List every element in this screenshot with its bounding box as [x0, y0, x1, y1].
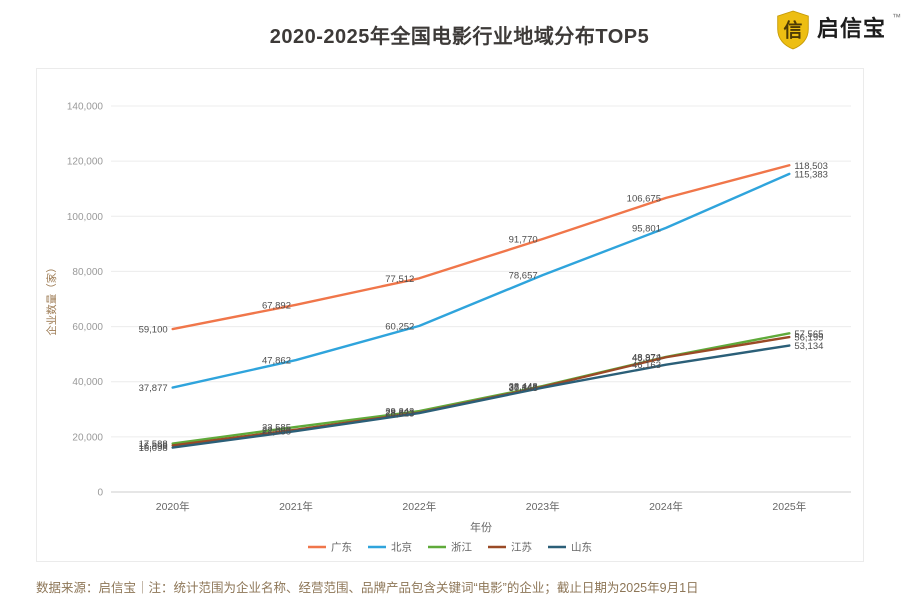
- data-label: 23,585: [262, 422, 291, 433]
- data-label: 57,565: [794, 329, 823, 340]
- footer-note: 数据来源：启信宝｜注：统计范围为企业名称、经营范围、品牌产品包含关键词“电影”的…: [36, 581, 699, 595]
- brand-logo: 信 启信宝 ™: [775, 10, 901, 50]
- data-label: 91,770: [509, 234, 538, 245]
- data-label: 95,801: [632, 223, 661, 234]
- data-label: 48,974: [632, 352, 661, 363]
- data-label: 22,606: [262, 425, 291, 436]
- y-tick-label: 80,000: [72, 267, 103, 278]
- data-label: 118,503: [794, 161, 828, 172]
- data-label: 59,100: [139, 325, 168, 336]
- data-label: 28,623: [385, 409, 414, 420]
- x-tick-label: 2021年: [279, 500, 313, 513]
- data-label: 38,141: [509, 382, 538, 393]
- legend-label: 广东: [331, 541, 352, 554]
- data-label: 60,252: [385, 321, 414, 332]
- data-label: 67,892: [262, 300, 291, 311]
- line-chart: 0 20,000 40,000 60,000 80,000 100,000 120,000 1…: [45, 102, 851, 554]
- x-tick-label: 2022年: [402, 500, 436, 513]
- data-label: 37,877: [139, 383, 168, 394]
- data-label: 28,823: [385, 408, 414, 419]
- page-title: 2020-2025年全国电影行业地域分布TOP5: [269, 26, 650, 48]
- y-tick-label: 40,000: [72, 377, 103, 388]
- y-tick-label: 100,000: [67, 212, 104, 223]
- legend-label: 江苏: [511, 541, 532, 554]
- y-tick-label: 20,000: [72, 432, 103, 443]
- x-tick-label: 2020年: [156, 500, 190, 513]
- brand-name: 启信宝: [816, 16, 886, 41]
- legend-label: 山东: [571, 541, 592, 554]
- x-tick-label: 2023年: [526, 500, 560, 513]
- data-label: 16,098: [139, 443, 168, 454]
- data-label: 53,134: [794, 341, 823, 352]
- legend-item-北京[interactable]: 北京: [368, 541, 412, 554]
- series-line-广东: [171, 164, 791, 331]
- data-label: 29,343: [385, 407, 414, 418]
- data-label: 78,657: [509, 271, 538, 282]
- x-tick-label: 2025年: [772, 500, 806, 513]
- y-axis-title: 企业数量（家）: [45, 262, 58, 336]
- x-axis-title: 年份: [470, 520, 492, 534]
- data-label: 56,199: [794, 333, 823, 344]
- legend-item-江苏[interactable]: 江苏: [488, 541, 532, 554]
- data-label: 16,898: [139, 441, 168, 452]
- data-label: 77,512: [385, 274, 414, 285]
- data-label: 115,383: [794, 169, 828, 180]
- series-line-北京: [171, 172, 791, 389]
- y-tick-label: 0: [97, 488, 103, 499]
- y-tick-label: 120,000: [67, 157, 104, 168]
- chart-panel: 0 20,000 40,000 60,000 80,000 100,000 120,000 1…: [36, 68, 864, 562]
- data-label: 47,862: [262, 356, 291, 367]
- data-label: 38,448: [509, 381, 538, 392]
- legend-label: 浙江: [451, 542, 472, 554]
- brand-shield-icon: 信: [777, 10, 809, 50]
- brand-trademark: ™: [892, 12, 901, 22]
- legend-item-山东[interactable]: 山东: [548, 541, 592, 554]
- data-label: 22,088: [262, 427, 291, 438]
- legend-label: 北京: [391, 541, 412, 554]
- data-label: 17,588: [139, 439, 168, 450]
- y-tick-label: 60,000: [72, 322, 103, 333]
- legend-item-广东[interactable]: 广东: [308, 541, 352, 554]
- data-label: 106,675: [627, 193, 661, 204]
- legend-item-浙江[interactable]: 浙江: [428, 542, 472, 554]
- data-label: 48,873: [632, 353, 661, 364]
- data-label: 46,163: [632, 360, 661, 371]
- y-tick-label: 140,000: [67, 102, 104, 113]
- brand-shield-glyph: 信: [784, 18, 803, 41]
- x-tick-label: 2024年: [649, 500, 683, 513]
- data-label: 37,848: [509, 383, 538, 394]
- header: 2020-2025年全国电影行业地域分布TOP5 信 启信宝 ™: [0, 0, 919, 62]
- series-line-山东: [171, 344, 791, 449]
